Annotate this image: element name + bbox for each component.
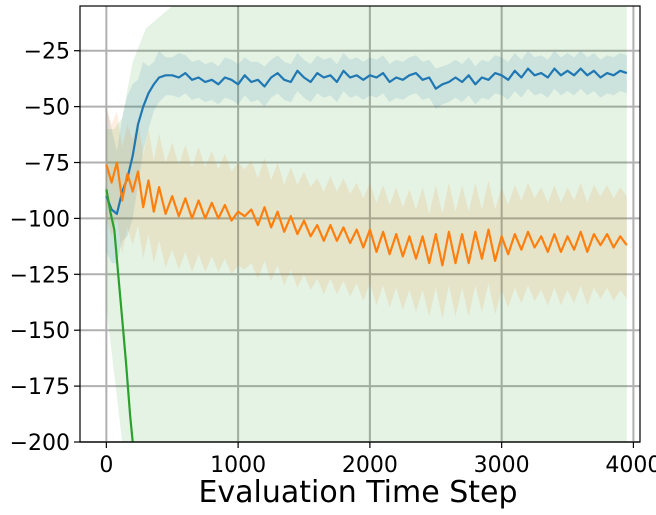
- series-1-band: [106, 106, 627, 319]
- y-tick-label: −100: [10, 207, 70, 232]
- series-lines: [105, 67, 628, 442]
- series-1-line: [105, 161, 628, 267]
- x-tick-label: 3000: [474, 453, 530, 478]
- x-axis-label: Evaluation Time Step: [198, 475, 517, 510]
- y-tick-label: −75: [24, 152, 70, 177]
- plot-frame: [79, 5, 641, 443]
- y-tick-label: −150: [10, 319, 70, 344]
- y-tick-label: −25: [24, 40, 70, 65]
- x-tick-label: 1000: [210, 453, 266, 478]
- y-tick-label: −50: [24, 96, 70, 121]
- x-tick-label: 0: [99, 453, 113, 478]
- series-0-line: [105, 67, 628, 215]
- series-0-band: [106, 50, 627, 264]
- x-tick-label: 2000: [342, 453, 398, 478]
- y-tick-label: −200: [10, 431, 70, 456]
- confidence-bands: [106, 6, 627, 442]
- y-tick-label: −125: [10, 263, 70, 288]
- series-2-line: [105, 189, 134, 442]
- x-tick-label: 4000: [605, 453, 656, 478]
- y-tick-label: −175: [10, 375, 70, 400]
- ticks: 0 1000 2000 3000 4000 −25 −50 −75 −100 −125 −150 −1…: [10, 40, 656, 478]
- series-2-band: [106, 6, 627, 442]
